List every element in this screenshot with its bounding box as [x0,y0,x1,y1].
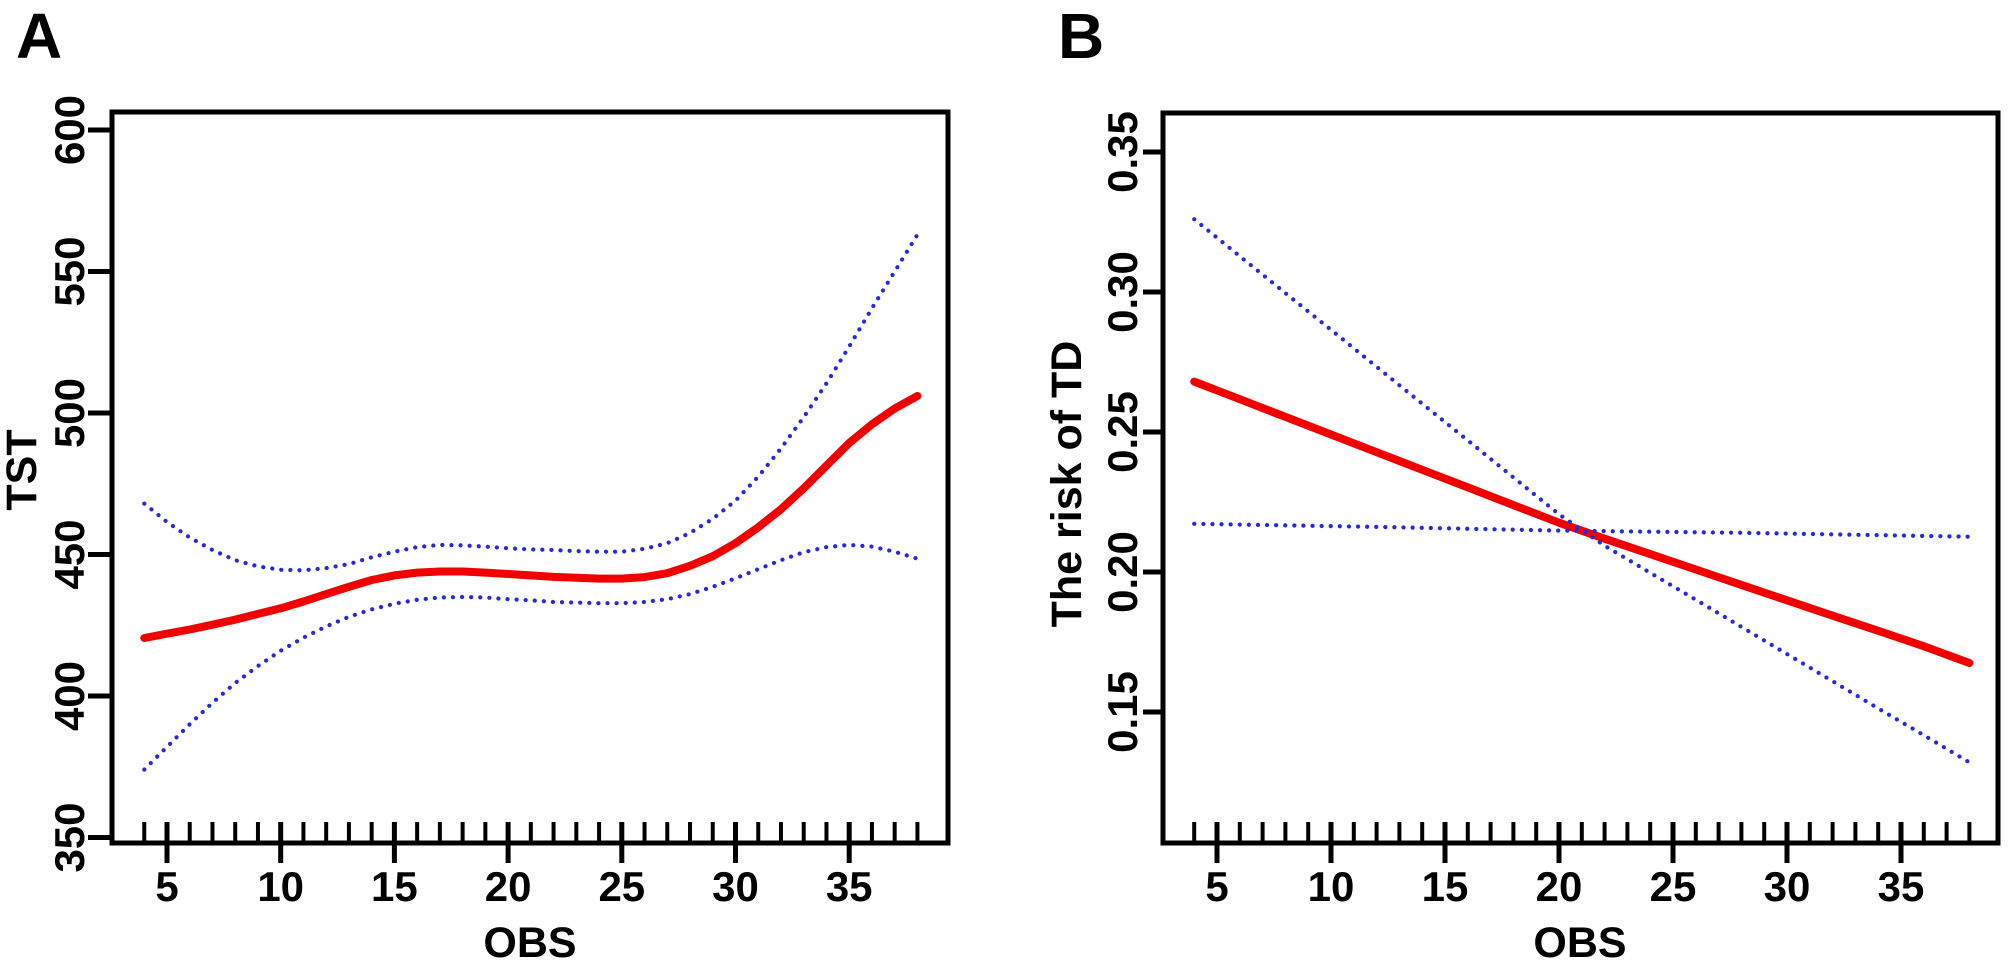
panel-a-x-axis-title: OBS [483,919,576,967]
panel-a: A 5 10 15 20 25 30 35 350 400 450 500 550 600 OBS TS… [0,0,951,967]
panel-a-series [140,232,922,772]
y-tick-label: 0.20 [1099,531,1146,613]
x-tick-label: 5 [1205,863,1228,910]
panel-a-plot-box [109,109,951,846]
x-tick-label: 10 [1308,863,1355,910]
y-tick-label: 0.15 [1099,671,1146,753]
panel-b: B 5 10 15 20 25 30 350.150.200.250.300.35 OBS … [1043,0,2001,967]
lower-ci-line [1192,521,1972,539]
panel-b-letter: B [1058,0,1104,72]
y-tick-label: 550 [46,236,93,306]
fitted-curve-line [140,392,922,642]
y-tick-label: 0.35 [1099,111,1146,193]
upper-ci-line [1192,217,1972,765]
x-tick-label: 20 [485,863,532,910]
x-tick-label: 30 [1764,863,1811,910]
panel-a-axes: 5 10 15 20 25 30 35 350 400 450 500 550 600 [46,95,920,910]
x-tick-label: 25 [598,863,645,910]
panel-b-x-axis-title: OBS [1533,919,1626,967]
x-tick-label: 35 [826,863,873,910]
x-tick-label: 35 [1878,863,1925,910]
panel-b-plot-box [1160,110,2001,846]
x-tick-label: 10 [257,863,304,910]
y-tick-label: 0.30 [1099,251,1146,333]
fitted-curve-line [1190,377,1974,667]
panel-a-letter: A [16,0,62,72]
y-tick-label: 600 [46,95,93,165]
panel-b-y-axis-title: The risk of TD [1043,341,1091,628]
y-tick-label: 450 [46,519,93,589]
x-tick-label: 30 [712,863,759,910]
panel-a-y-axis-title: TST [0,429,46,510]
lower-ci-line [142,542,920,772]
y-tick-label: 0.25 [1099,391,1146,473]
panel-b-series [1190,217,1974,765]
y-tick-label: 400 [46,661,93,731]
y-tick-label: 500 [46,378,93,448]
x-tick-label: 5 [155,863,178,910]
x-tick-label: 25 [1650,863,1697,910]
x-tick-label: 15 [1422,863,1469,910]
y-tick-label: 350 [46,802,93,872]
upper-ci-line [142,232,920,573]
panel-b-axes: 5 10 15 20 25 30 35 0.15 0.20 0.25 0.30 0.35 [1099,111,1972,910]
x-tick-label: 20 [1536,863,1583,910]
x-tick-label: 15 [371,863,418,910]
